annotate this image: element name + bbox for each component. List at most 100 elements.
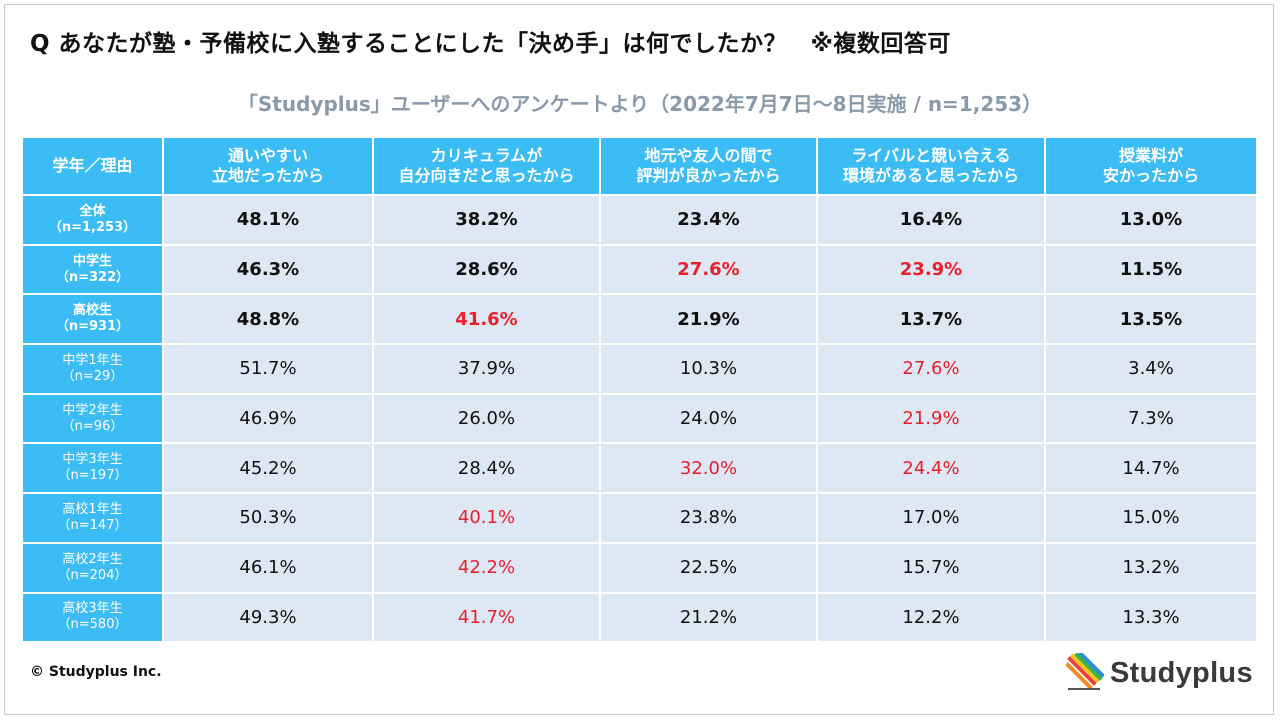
data-cell: 21.9%: [817, 393, 1046, 445]
data-cell: 46.9%: [163, 393, 374, 445]
table-row: 高校生 （n=931） 48.8% 41.6% 21.9% 13.7% 13.5%: [23, 294, 1256, 346]
column-header: 地元や友人の間で 評判が良かったから: [600, 138, 818, 196]
table-row: 中学生 （n=322） 46.3% 28.6% 27.6% 23.9% 11.5%: [23, 244, 1256, 296]
page-subtitle: 「Studyplus」ユーザーへのアンケートより（2022年7月7日～8日実施 …: [237, 92, 1043, 116]
table-row: 全体 （n=1,253） 48.1% 38.2% 23.4% 16.4% 13.0%: [23, 195, 1256, 246]
data-cell: 15.7%: [817, 542, 1046, 594]
data-cell: 49.3%: [163, 592, 374, 644]
data-cell: 42.2%: [373, 542, 601, 594]
data-cell: 32.0%: [600, 443, 818, 495]
data-cell: 48.1%: [163, 195, 374, 246]
column-header-line1: 地元や友人の間で: [644, 146, 773, 165]
data-cell: 26.0%: [373, 393, 601, 445]
data-cell: 37.9%: [373, 344, 601, 395]
data-cell: 28.4%: [373, 443, 601, 495]
row-header: 中学生 （n=322）: [23, 244, 164, 296]
data-cell: 24.0%: [600, 393, 818, 445]
table-row: 高校3年生 （n=580） 49.3% 41.7% 21.2% 12.2% 13.3%: [23, 592, 1256, 644]
row-header-label: 高校生: [72, 303, 112, 319]
row-header-label: 高校1年生: [62, 501, 123, 517]
column-header-line2: 環境があると思ったから: [842, 166, 1019, 185]
column-header-line2: 評判が良かったから: [636, 166, 781, 185]
column-header-line1: ライバルと競い合える: [851, 146, 1011, 165]
row-header-n: （n=197）: [57, 468, 128, 484]
column-header: 通いやすい 立地だったから: [163, 138, 374, 196]
data-cell: 40.1%: [373, 493, 601, 544]
table-row: 中学1年生 （n=29） 51.7% 37.9% 10.3% 27.6% 3.4%: [23, 344, 1256, 395]
data-cell: 24.4%: [817, 443, 1046, 495]
page-title: Q あなたが塾・予備校に入塾することにした「決め手」は何でしたか？ ※複数回答可: [30, 31, 951, 57]
data-cell: 13.0%: [1045, 195, 1256, 246]
table-row: 高校1年生 （n=147） 50.3% 40.1% 23.8% 17.0% 15.0%: [23, 493, 1256, 544]
table-body: 全体 （n=1,253） 48.1% 38.2% 23.4% 16.4% 13.0% 中学生（…: [23, 195, 1256, 644]
row-header-label: 全体: [79, 203, 106, 219]
data-cell: 41.6%: [373, 294, 601, 346]
data-cell: 15.0%: [1045, 493, 1256, 544]
row-header-n: （n=29）: [61, 368, 124, 384]
column-header-line1: 通いやすい: [227, 146, 308, 165]
slide-frame: [4, 4, 1274, 715]
row-header-n: （n=1,253）: [48, 219, 137, 235]
column-header-line1: 授業料が: [1118, 146, 1183, 165]
data-cell: 46.3%: [163, 244, 374, 296]
data-cell: 22.5%: [600, 542, 818, 594]
row-header: 高校3年生 （n=580）: [23, 592, 164, 644]
data-cell: 45.2%: [163, 443, 374, 495]
data-cell: 13.2%: [1045, 542, 1256, 594]
logo-mark-icon: [1065, 653, 1104, 690]
data-cell: 3.4%: [1045, 344, 1256, 395]
column-header-line1: カリキュラムが: [430, 146, 543, 165]
row-header-n: （n=580）: [57, 617, 128, 633]
data-cell: 21.2%: [600, 592, 818, 644]
data-cell: 23.9%: [817, 244, 1046, 296]
table-row: 中学2年生 （n=96） 46.9% 26.0% 24.0% 21.9% 7.3%: [23, 393, 1256, 445]
results-table: 学年／理由 通いやすい 立地だったから カリキュラムが 自分向きだと思ったから 地元…: [23, 138, 1256, 644]
data-cell: 13.5%: [1045, 294, 1256, 346]
copyright-text: © Studyplus Inc.: [30, 664, 162, 680]
data-cell: 17.0%: [817, 493, 1046, 544]
data-cell: 51.7%: [163, 344, 374, 395]
studyplus-logo: Studyplus: [1064, 651, 1253, 695]
row-header-label: 中学2年生: [62, 402, 123, 418]
row-header-label: 高校3年生: [62, 601, 123, 617]
data-cell: 27.6%: [817, 344, 1046, 395]
data-cell: 41.7%: [373, 592, 601, 644]
column-header-line2: 立地だったから: [211, 166, 324, 185]
data-cell: 13.7%: [817, 294, 1046, 346]
table-row: 中学3年生 （n=197） 45.2% 28.4% 32.0% 24.4% 14.7%: [23, 443, 1256, 495]
table-header-row: 学年／理由 通いやすい 立地だったから カリキュラムが 自分向きだと思ったから 地元…: [23, 138, 1256, 196]
data-cell: 21.9%: [600, 294, 818, 346]
row-header-n: （n=322）: [55, 269, 130, 285]
row-header-n: （n=931）: [55, 319, 130, 335]
row-header-n: （n=96）: [61, 418, 124, 434]
data-cell: 38.2%: [373, 195, 601, 246]
table-row: 高校2年生 （n=204） 46.1% 42.2% 22.5% 15.7% 13.2%: [23, 542, 1256, 594]
corner-header: 学年／理由: [23, 138, 164, 196]
data-cell: 48.8%: [163, 294, 374, 346]
row-header-label: 高校2年生: [62, 551, 123, 567]
row-header: 中学2年生 （n=96）: [23, 393, 164, 445]
column-header: ライバルと競い合える 環境があると思ったから: [817, 138, 1046, 196]
data-cell: 23.8%: [600, 493, 818, 544]
logo-text: Studyplus: [1110, 656, 1253, 689]
column-header-line2: 自分向きだと思ったから: [398, 166, 575, 185]
data-cell: 50.3%: [163, 493, 374, 544]
row-header: 全体 （n=1,253）: [23, 195, 164, 246]
column-header: 授業料が 安かったから: [1045, 138, 1256, 196]
data-cell: 13.3%: [1045, 592, 1256, 644]
row-header: 高校2年生 （n=204）: [23, 542, 164, 594]
row-header-n: （n=147）: [57, 517, 128, 533]
row-header: 中学3年生 （n=197）: [23, 443, 164, 495]
row-header: 中学1年生 （n=29）: [23, 344, 164, 395]
data-cell: 46.1%: [163, 542, 374, 594]
data-cell: 27.6%: [600, 244, 818, 296]
row-header-label: 中学生: [72, 253, 112, 269]
data-cell: 11.5%: [1045, 244, 1256, 296]
row-header: 高校1年生 （n=147）: [23, 493, 164, 544]
column-header-line2: 安かったから: [1102, 166, 1199, 185]
data-cell: 12.2%: [817, 592, 1046, 644]
data-cell: 7.3%: [1045, 393, 1256, 445]
data-cell: 14.7%: [1045, 443, 1256, 495]
row-header: 高校生 （n=931）: [23, 294, 164, 346]
column-header: カリキュラムが 自分向きだと思ったから: [373, 138, 601, 196]
